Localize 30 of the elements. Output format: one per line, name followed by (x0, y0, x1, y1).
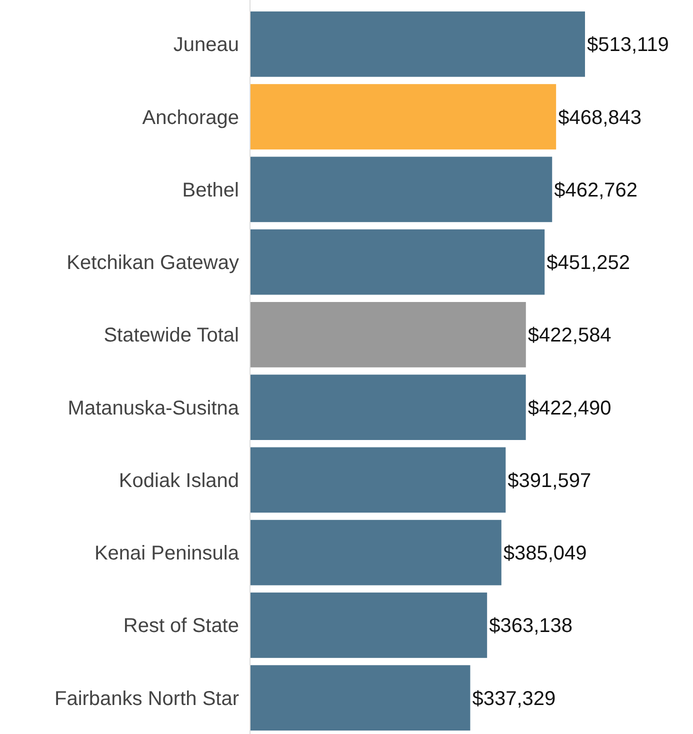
bar (250, 229, 545, 295)
data-label: $391,597 (508, 470, 592, 492)
data-label: $422,584 (528, 324, 612, 347)
y-tick-label: Juneau (173, 34, 239, 56)
bar (250, 592, 488, 658)
y-tick-label: Anchorage (142, 106, 239, 129)
data-label: $337,329 (472, 688, 556, 710)
bar (250, 374, 526, 440)
bar (250, 665, 470, 731)
y-tick-label: Kodiak Island (118, 470, 239, 492)
data-label: $363,138 (489, 615, 573, 638)
y-tick-label: Rest of State (123, 615, 239, 638)
y-tick-label: Statewide Total (104, 324, 239, 347)
y-tick-label: Ketchikan Gateway (66, 252, 239, 274)
bar (250, 520, 502, 586)
data-label: $513,119 (587, 34, 669, 56)
data-label: $468,843 (558, 106, 642, 129)
data-label: $451,252 (546, 252, 630, 274)
y-tick-label: Bethel (182, 179, 239, 202)
data-label: $462,762 (554, 179, 638, 202)
y-tick-label: Fairbanks North Star (54, 688, 240, 710)
y-tick-label: Kenai Peninsula (94, 542, 240, 565)
bar (250, 84, 556, 150)
bar (250, 302, 526, 368)
bar (250, 156, 552, 222)
data-label: $422,490 (528, 397, 612, 420)
data-label: $385,049 (503, 542, 587, 565)
bar (250, 447, 506, 513)
bar (250, 11, 585, 77)
y-tick-label: Matanuska-Susitna (68, 397, 240, 420)
